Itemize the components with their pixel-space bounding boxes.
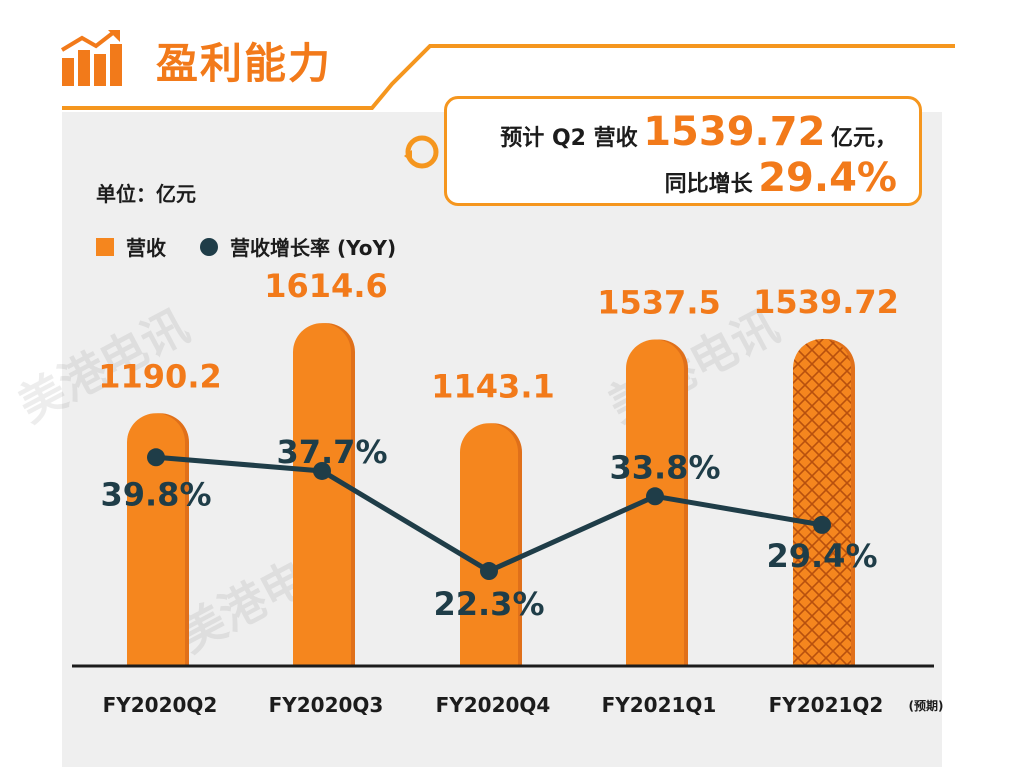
- callout-revenue-suffix: 亿元，: [830, 126, 897, 151]
- callout-revenue-line: 预计 Q2 营收 1539.72 亿元，: [500, 109, 897, 155]
- legend-bar-label: 营收: [126, 236, 166, 260]
- callout-growth-value: 29.4%: [758, 155, 897, 201]
- callout-growth-line: 同比增长 29.4%: [665, 155, 897, 201]
- bar-value-label: 1537.5: [597, 284, 720, 322]
- forecast-note: (预期): [909, 698, 944, 713]
- header-divider: [62, 44, 955, 110]
- growth-chart-icon: [60, 30, 122, 86]
- speech-bubble-icon: [404, 135, 439, 169]
- yoy-value-label: 22.3%: [433, 585, 544, 623]
- x-tick-label: FY2021Q2: [769, 693, 884, 717]
- x-tick-label: FY2020Q2: [103, 693, 218, 717]
- forecast-callout: 预计 Q2 营收 1539.72 亿元， 同比增长 29.4%: [444, 96, 922, 206]
- x-tick-label: FY2020Q3: [269, 693, 384, 717]
- legend-line-label: 营收增长率 (YoY): [230, 236, 397, 260]
- yoy-point: [147, 448, 165, 467]
- bar-FY2020Q2: [127, 413, 189, 666]
- bar-value-label: 1143.1: [431, 367, 554, 405]
- yoy-point: [480, 562, 498, 581]
- legend-bar-swatch: [96, 237, 114, 256]
- x-tick-label: FY2020Q4: [436, 693, 551, 717]
- legend-line-swatch: [200, 237, 218, 256]
- yoy-value-label: 33.8%: [609, 448, 720, 486]
- bar-value-label: 1539.72: [753, 283, 899, 321]
- yoy-value-label: 37.7%: [276, 433, 387, 471]
- chart-legend: 营收 营收增长率 (YoY): [96, 232, 396, 261]
- yoy-value-label: 39.8%: [100, 475, 211, 513]
- bar-FY2020Q3: [293, 323, 355, 666]
- x-tick-label: FY2021Q1: [602, 693, 717, 717]
- bar-value-label: 1190.2: [98, 357, 221, 395]
- yoy-value-label: 29.4%: [766, 537, 877, 575]
- callout-growth-prefix: 同比增长: [664, 172, 753, 197]
- unit-label: 单位：亿元: [96, 182, 196, 206]
- yoy-point: [813, 515, 831, 534]
- yoy-point: [313, 461, 331, 480]
- bar-value-label: 1614.6: [264, 267, 387, 305]
- page-title: 盈利能力: [156, 39, 333, 88]
- bar-FY2020Q4: [460, 423, 522, 666]
- callout-revenue-value: 1539.72: [643, 109, 826, 155]
- bar-FY2021Q2: [793, 339, 855, 666]
- callout-revenue-prefix: 预计 Q2 营收: [500, 126, 638, 151]
- yoy-point: [646, 487, 664, 506]
